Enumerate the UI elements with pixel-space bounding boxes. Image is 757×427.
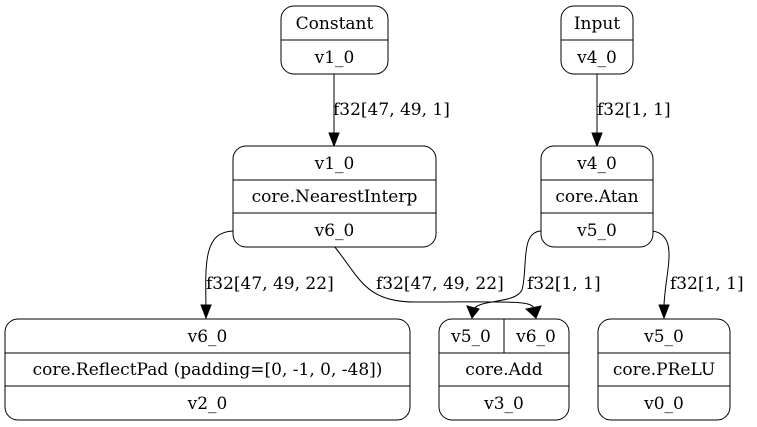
node-nearest-interp-output: v6_0 xyxy=(314,221,355,241)
node-nearest-interp-op: core.NearestInterp xyxy=(252,187,418,207)
edge-label-constant-to-interp: f32[47, 49, 1] xyxy=(333,100,450,120)
edge-interp-to-pad: f32[47, 49, 22] xyxy=(200,230,334,320)
node-reflect-pad-output: v2_0 xyxy=(187,394,228,414)
edge-atan-to-add: f32[1, 1] xyxy=(466,230,601,319)
node-atan[interactable]: v4_0 core.Atan v5_0 xyxy=(540,145,654,248)
node-reflect-pad-input: v6_0 xyxy=(187,327,228,347)
node-nearest-interp[interactable]: v1_0 core.NearestInterp v6_0 xyxy=(232,145,437,248)
node-add-input-b: v6_0 xyxy=(515,327,556,347)
node-reflect-pad-op: core.ReflectPad (padding=[0, -1, 0, -48]… xyxy=(33,360,383,380)
node-prelu[interactable]: v5_0 core.PReLU v0_0 xyxy=(597,318,731,421)
node-add-input-a: v5_0 xyxy=(450,327,491,347)
node-prelu-output: v0_0 xyxy=(643,394,684,414)
edge-interp-to-add: f32[47, 49, 22] xyxy=(333,245,542,319)
node-atan-input: v4_0 xyxy=(576,154,617,174)
node-atan-output: v5_0 xyxy=(576,221,617,241)
edge-label-interp-to-add: f32[47, 49, 22] xyxy=(376,274,504,294)
node-input[interactable]: Input v4_0 xyxy=(560,5,634,75)
node-constant[interactable]: Constant v1_0 xyxy=(280,5,389,75)
node-constant-title: Constant xyxy=(296,14,374,34)
edge-label-atan-to-prelu: f32[1, 1] xyxy=(670,274,744,294)
node-constant-output: v1_0 xyxy=(314,48,355,68)
node-add[interactable]: v5_0 v6_0 core.Add v3_0 xyxy=(438,318,570,421)
edge-label-input-to-atan: f32[1, 1] xyxy=(597,100,671,120)
edge-input-to-atan: f32[1, 1] xyxy=(591,74,671,148)
node-atan-op: core.Atan xyxy=(555,187,638,207)
node-nearest-interp-input: v1_0 xyxy=(314,154,355,174)
node-input-title: Input xyxy=(574,14,620,34)
edges: f32[47, 49, 1] f32[1, 1] f32[47, 49, 22]… xyxy=(200,74,744,320)
edge-label-interp-to-pad: f32[47, 49, 22] xyxy=(206,274,334,294)
node-prelu-op: core.PReLU xyxy=(613,360,715,380)
edge-constant-to-interp: f32[47, 49, 1] xyxy=(328,74,450,148)
node-input-output: v4_0 xyxy=(576,48,617,68)
node-reflect-pad[interactable]: v6_0 core.ReflectPad (padding=[0, -1, 0,… xyxy=(4,318,411,421)
edge-label-atan-to-add: f32[1, 1] xyxy=(527,274,601,294)
edge-atan-to-prelu: f32[1, 1] xyxy=(652,230,744,320)
node-add-output: v3_0 xyxy=(483,394,524,414)
node-add-op: core.Add xyxy=(465,360,543,380)
nodes: Constant v1_0 Input v4_0 v1_0 core.Neare… xyxy=(4,5,731,421)
node-prelu-input: v5_0 xyxy=(643,327,684,347)
